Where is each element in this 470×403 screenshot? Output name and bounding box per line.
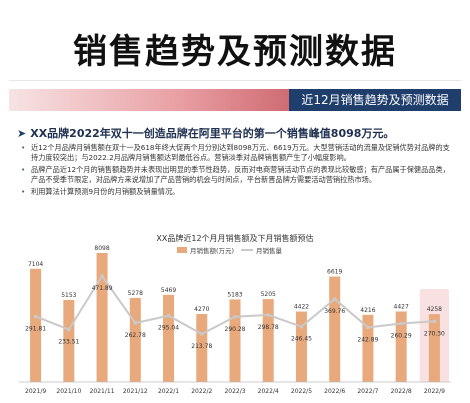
bullet-item: • 品牌产品近12个月的销售额趋势并未表现出明显的季节性趋势，反而对电商营销活动节… xyxy=(21,165,453,184)
chart-bar xyxy=(96,253,108,382)
bullet-item: • 近12个月品牌月销售额在双十一及618年终大促两个月分别达到8098万元、66… xyxy=(21,143,453,162)
lead-line: ➤ XX品牌2022年双十一创造品牌在阿里平台的第一个销售峰值8098万元。 xyxy=(17,125,457,141)
x-tick-label: 2022/8 xyxy=(391,388,412,395)
bar-data-label: 5153 xyxy=(61,292,76,299)
line-data-label: 262.78 xyxy=(125,332,146,339)
line-data-label: 298.78 xyxy=(258,324,279,331)
chart-bar xyxy=(196,313,208,382)
bar-data-label: 4427 xyxy=(394,303,409,310)
bullet-text: 利用算法计算预测9月份的月销额及销量情况。 xyxy=(31,187,180,196)
line-point xyxy=(299,324,304,329)
line-point xyxy=(33,314,38,319)
bar-data-label: 4270 xyxy=(194,306,209,313)
bullet-icon: • xyxy=(21,165,26,174)
chart-bar xyxy=(395,311,407,382)
chart-bar xyxy=(295,311,307,382)
line-data-label: 291.81 xyxy=(25,325,46,332)
line-data-label: 471.89 xyxy=(92,285,113,292)
line-point xyxy=(233,314,237,319)
legend-label-sales: 月销售额(万元) xyxy=(190,246,234,255)
bullet-icon: • xyxy=(21,187,26,196)
report-slide: 近12月销售趋势及预测数据 ➤ XX品牌2022年双十一创造品牌在阿里平台的第一个… xyxy=(9,80,461,399)
lead-text: XX品牌2022年双十一创造品牌在阿里平台的第一个销售峰值8098万元。 xyxy=(30,127,395,140)
bar-data-label: 4258 xyxy=(427,306,442,313)
bar-data-label: 5469 xyxy=(161,287,176,294)
chart-bar xyxy=(262,299,274,382)
line-data-label: 295.04 xyxy=(158,325,179,332)
sales-chart: XX品牌近12个月月销售额及下月销售额预估月销售额(万元) 月销售量 7104 202… xyxy=(9,231,461,399)
bar-data-label: 4422 xyxy=(294,304,309,311)
chart-bar xyxy=(30,268,42,382)
line-data-label: 270.30 xyxy=(424,330,445,337)
chart-title: XX品牌近12个月月销售额及下月销售额预估 xyxy=(156,233,313,243)
line-point xyxy=(366,325,370,330)
line-data-label: 290.28 xyxy=(225,326,246,333)
legend-swatch-sales xyxy=(177,247,187,253)
bullet-text: 近12个月品牌月销售额在双十一及618年终大促两个月分别达到8098万元、661… xyxy=(31,143,450,162)
bullet-text: 品牌产品近12个月的销售额趋势并未表现出明显的季节性趋势，反而对电商营销活动节点… xyxy=(31,165,450,184)
line-data-label: 260.29 xyxy=(391,333,412,340)
chart-bar xyxy=(63,299,75,382)
bar-data-label: 4216 xyxy=(360,307,375,314)
bullet-item: • 利用算法计算预测9月份的月销额及销量情况。 xyxy=(21,187,453,197)
slide-header: 近12月销售趋势及预测数据 xyxy=(9,89,461,111)
chart-bar xyxy=(163,294,175,382)
x-tick-label: 2022/1 xyxy=(158,388,179,395)
x-tick-label: 2022/6 xyxy=(324,388,345,395)
bar-data-label: 5278 xyxy=(128,290,143,297)
line-point xyxy=(100,274,104,278)
header-accent-bar xyxy=(9,89,289,111)
bullet-list: • 近12个月品牌月销售额在双十一及618年终大促两个月分别达到8098万元、66… xyxy=(21,143,453,200)
bullet-icon: • xyxy=(21,143,26,152)
chart-bar xyxy=(329,276,341,382)
x-tick-label: 2022/4 xyxy=(258,388,279,395)
line-data-label: 213.78 xyxy=(191,343,212,350)
page-title: 销售趋势及预测数据 xyxy=(73,32,397,72)
bar-data-label: 7104 xyxy=(28,261,43,268)
line-point xyxy=(67,327,71,332)
header-title-bar xyxy=(289,89,461,111)
line-point xyxy=(332,297,337,301)
line-data-label: 246.45 xyxy=(291,336,312,343)
bar-data-label: 5205 xyxy=(261,291,276,298)
arrow-icon: ➤ xyxy=(17,127,27,140)
x-tick-label: 2021/11 xyxy=(90,388,115,395)
bar-data-label: 6619 xyxy=(327,269,342,276)
line-point xyxy=(166,313,171,318)
bar-data-label: 8098 xyxy=(94,245,109,252)
bar-data-label: 5183 xyxy=(227,291,242,298)
chart-bar xyxy=(129,297,141,382)
x-tick-label: 2022/3 xyxy=(224,388,245,395)
line-point xyxy=(199,332,204,336)
line-point xyxy=(133,321,138,325)
slide-title: 近12月销售趋势及预测数据 xyxy=(301,93,449,107)
x-tick-label: 2021/9 xyxy=(25,388,46,395)
x-tick-label: 2022/9 xyxy=(424,388,445,395)
line-data-label: 233.51 xyxy=(58,339,79,346)
line-point xyxy=(432,319,437,324)
x-tick-label: 2022/7 xyxy=(357,388,378,395)
line-data-label: 242.89 xyxy=(357,336,378,343)
legend-label-volume: 月销售量 xyxy=(256,246,283,255)
chart-bar xyxy=(362,314,374,382)
chart-bar xyxy=(229,299,241,382)
line-point xyxy=(266,313,271,317)
line-point xyxy=(399,321,403,326)
line-data-label: 369.76 xyxy=(324,308,345,315)
x-tick-label: 2022/5 xyxy=(291,388,312,395)
x-tick-label: 2021/12 xyxy=(123,388,148,395)
x-tick-label: 2022/2 xyxy=(191,388,212,395)
x-tick-label: 2021/10 xyxy=(56,388,81,395)
chart-bar xyxy=(428,314,440,382)
